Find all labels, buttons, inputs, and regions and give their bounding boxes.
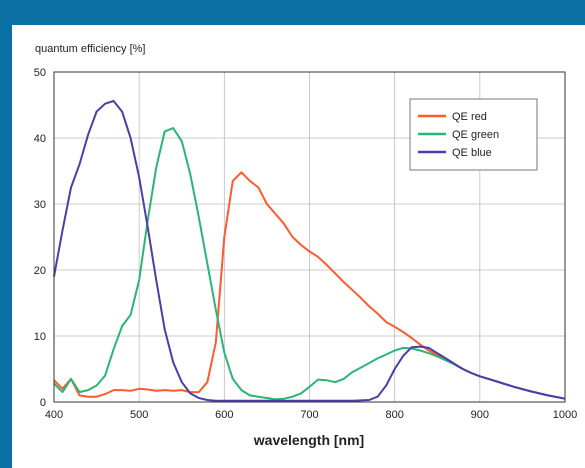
y-tick-label: 50 <box>34 67 46 79</box>
y-tick-label: 0 <box>40 397 46 409</box>
y-axis-label: quantum efficiency [%] <box>35 43 145 55</box>
frame-left-band <box>0 0 12 468</box>
x-tick-label: 400 <box>45 409 63 421</box>
plot-frame <box>53 71 566 403</box>
frame-top-band <box>0 0 585 25</box>
x-tick-label: 500 <box>130 409 148 421</box>
x-tick-label: 600 <box>215 409 233 421</box>
x-tick-label: 700 <box>300 409 318 421</box>
y-tick-label: 30 <box>34 199 46 211</box>
y-tick-label: 10 <box>34 331 46 343</box>
legend-label: QE blue <box>452 147 492 159</box>
legend-label: QE red <box>452 111 487 123</box>
x-tick-label: 900 <box>471 409 489 421</box>
x-tick-labels: 400 500 600 700 800 900 1000 <box>45 409 577 421</box>
legend-label: QE green <box>452 129 499 141</box>
y-tick-label: 20 <box>34 265 46 277</box>
x-axis-label: wavelength [nm] <box>253 432 364 448</box>
series-line-qe-green <box>53 127 566 401</box>
x-tick-label: 800 <box>385 409 403 421</box>
series-line-qe-blue <box>53 100 566 402</box>
series-group <box>53 100 566 402</box>
x-tick-label: 1000 <box>553 409 577 421</box>
y-tick-label: 40 <box>34 133 46 145</box>
y-tick-labels: 0 10 20 30 40 50 <box>34 67 46 409</box>
legend: QE red QE green QE blue <box>409 98 538 171</box>
